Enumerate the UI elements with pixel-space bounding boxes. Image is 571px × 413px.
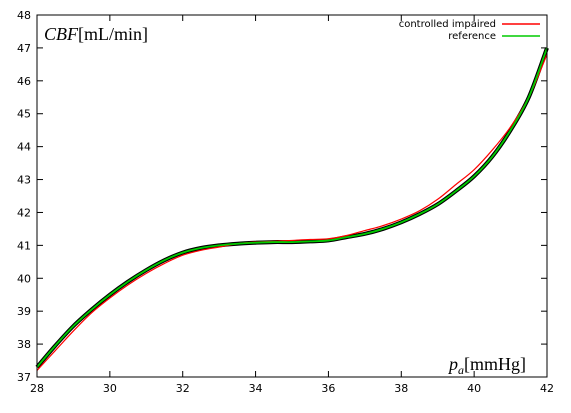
x-axis-sub: a [458,363,464,377]
plot-frame [36,14,548,378]
y-tick-label: 46 [17,75,31,88]
x-tick-label: 38 [394,382,408,395]
y-tick-label: 40 [17,272,31,285]
plot-series [35,47,549,371]
y-tick-label: 37 [17,371,31,384]
x-axis-unit: [mmHg] [464,354,526,374]
x-tick-label: 40 [467,382,481,395]
x-tick-label: 28 [30,382,44,395]
x-tick-label: 32 [176,382,190,395]
y-ticks: 37 38 39 40 41 42 43 44 45 46 47 48 [17,9,547,384]
x-axis-var: p [447,354,458,374]
y-tick-label: 39 [17,305,31,318]
y-axis-var: CBF [44,24,79,44]
y-tick-label: 47 [17,42,31,55]
legend-label-controlled-impaired: controlled impaired [399,19,496,30]
y-tick-label: 42 [17,206,31,219]
y-tick-label: 41 [17,239,31,252]
y-tick-label: 44 [17,141,31,154]
x-tick-label: 42 [540,382,554,395]
x-tick-label: 30 [103,382,117,395]
x-ticks: 28 30 32 34 36 38 40 42 [30,15,554,395]
y-tick-label: 45 [17,108,31,121]
y-axis-unit: [mL/min] [78,24,148,44]
y-tick-label: 43 [17,174,31,187]
x-tick-label: 36 [321,382,335,395]
series-line-reference [36,47,548,368]
y-tick-label: 38 [17,338,31,351]
legend-label-reference: reference [448,31,496,42]
x-tick-label: 34 [249,382,263,395]
y-axis-title: CBF[mL/min] [44,24,148,44]
x-axis-title: pa[mmHg] [447,354,526,377]
series-line-controlled-impaired [36,54,548,371]
y-tick-label: 48 [17,9,31,22]
